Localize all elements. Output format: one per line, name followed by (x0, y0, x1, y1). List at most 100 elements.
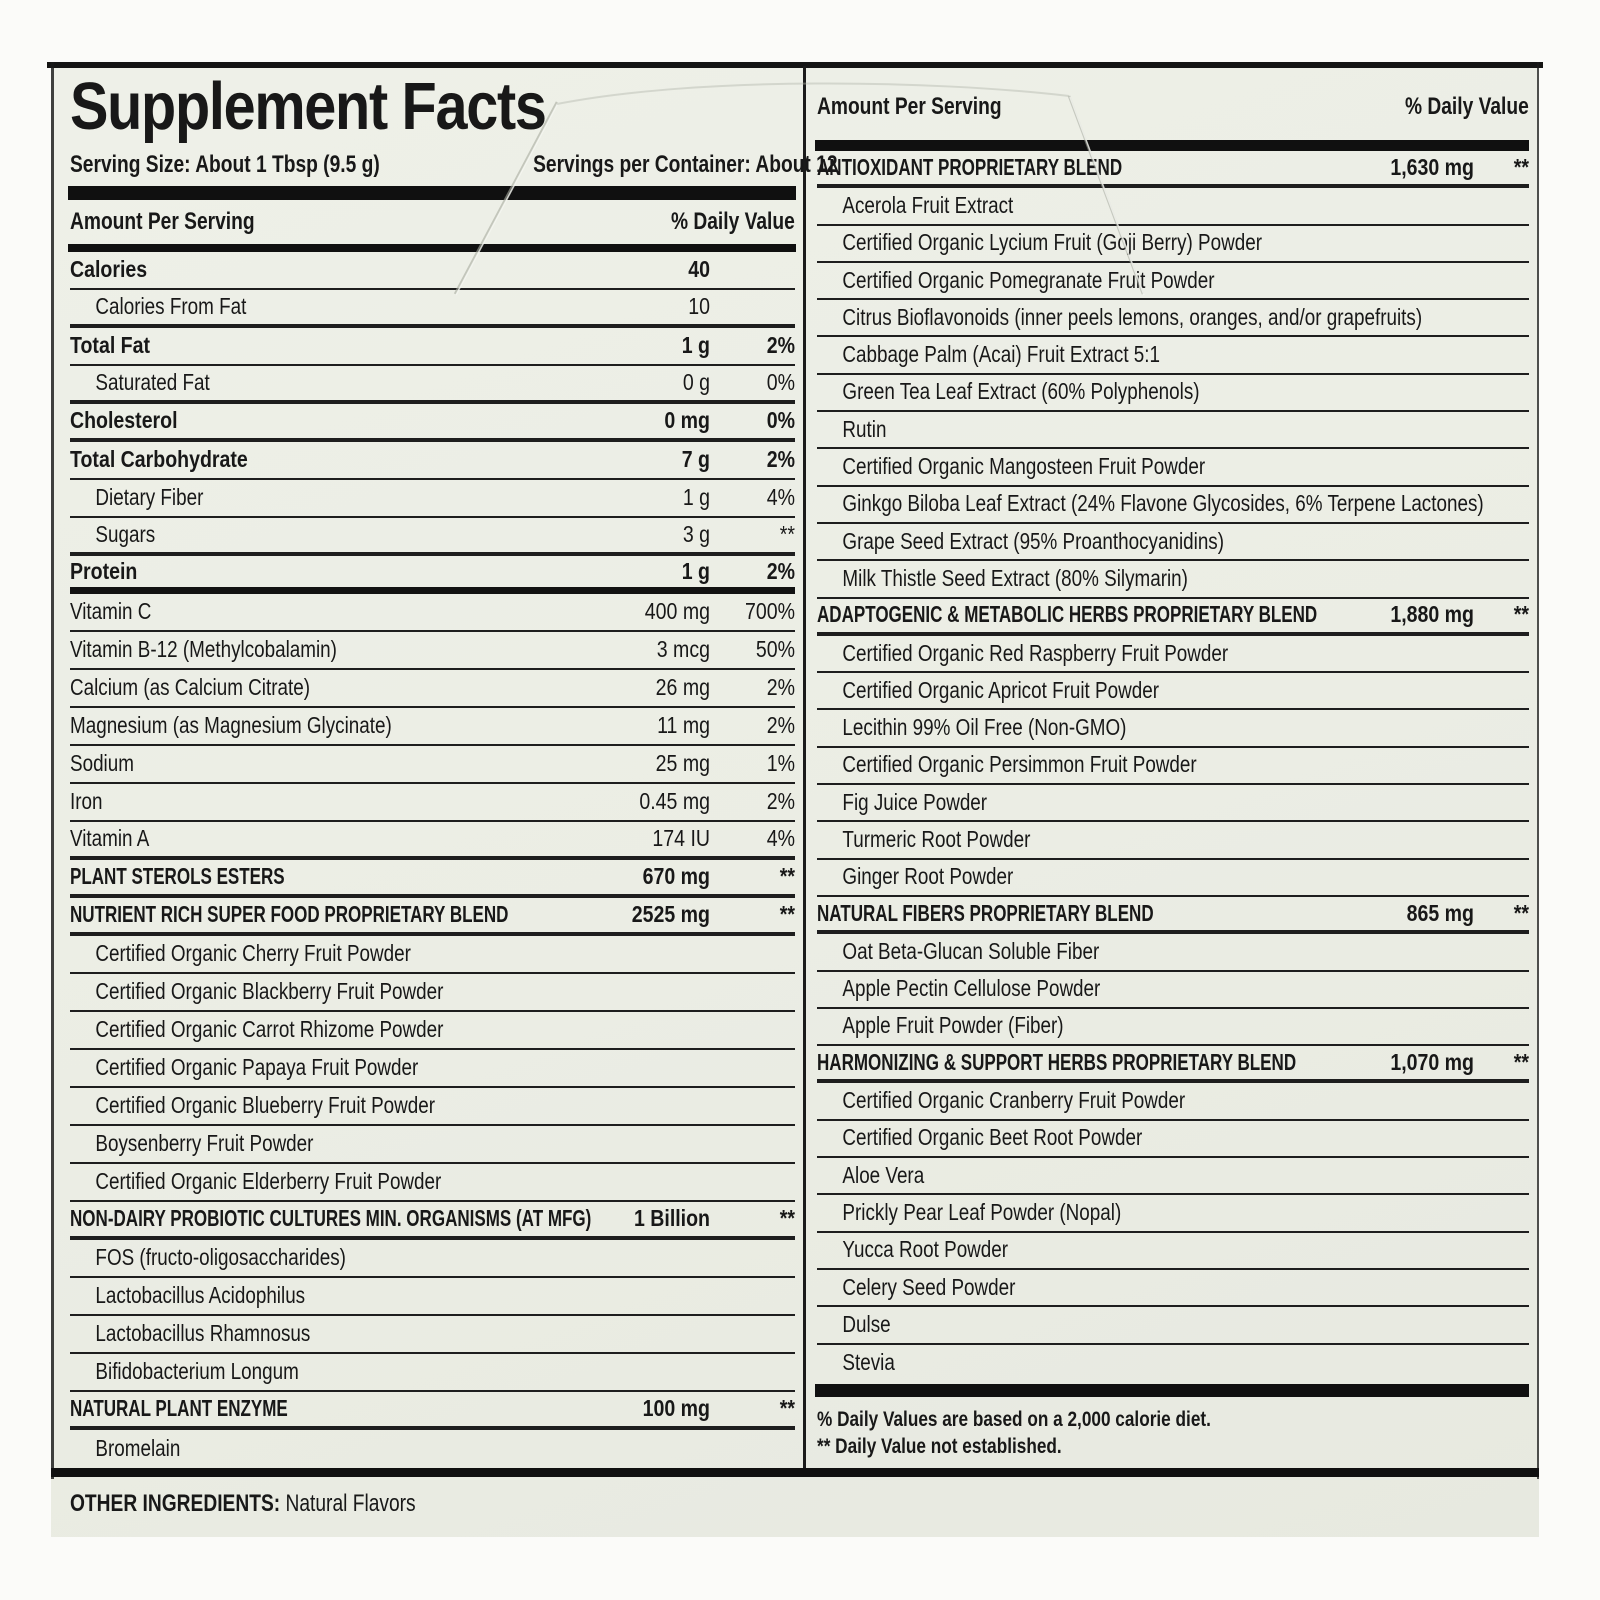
ingredient-amount: 1 Billion (633, 1205, 710, 1231)
table-row: NUTRIENT RICH SUPER FOOD PROPRIETARY BLE… (70, 898, 795, 936)
table-row: Total Fat 1 g 2% (70, 328, 795, 366)
table-row: Certified Organic Mangosteen Fruit Powde… (817, 449, 1529, 487)
ingredient-name: Milk Thistle Seed Extract (80% Silymarin… (842, 564, 1188, 591)
table-row: Certified Organic Pomegranate Fruit Powd… (817, 263, 1529, 301)
ingredient-name: Certified Organic Papaya Fruit Powder (95, 1054, 419, 1080)
table-row: Certified Organic Cranberry Fruit Powder (817, 1083, 1529, 1121)
table-row: Apple Pectin Cellulose Powder (817, 972, 1529, 1009)
table-row: Boysenberry Fruit Powder (70, 1126, 795, 1164)
serving-info: Serving Size: About 1 Tbsp (9.5 g) Servi… (70, 150, 838, 180)
table-row: Lactobacillus Acidophilus (70, 1278, 795, 1316)
ingredient-daily-value: 0% (766, 369, 795, 395)
table-row: Celery Seed Powder (817, 1270, 1529, 1308)
ingredient-daily-value: 4% (766, 825, 795, 851)
table-row: Certified Organic Red Raspberry Fruit Po… (817, 636, 1529, 674)
ingredient-amount: 1,880 mg (1390, 601, 1474, 628)
ingredient-name: Stevia (842, 1349, 895, 1376)
table-row: Calories 40 (70, 252, 795, 290)
ingredient-name: Vitamin B-12 (Methylcobalamin) (70, 636, 337, 662)
table-row: Cabbage Palm (Acai) Fruit Extract 5:1 (817, 337, 1529, 375)
ingredient-daily-value: ** (1513, 1048, 1529, 1075)
ingredient-name: Certified Organic Carrot Rhizome Powder (95, 1016, 444, 1042)
ingredient-name: Acerola Fruit Extract (842, 191, 1014, 218)
ingredient-name: Aloe Vera (842, 1161, 925, 1188)
ingredient-name: NON-DAIRY PROBIOTIC CULTURES MIN. ORGANI… (70, 1205, 592, 1231)
table-row: ADAPTOGENIC & METABOLIC HERBS PROPRIETAR… (817, 599, 1529, 636)
ingredient-amount: 670 mg (642, 863, 710, 889)
table-row: Saturated Fat 0 g 0% (70, 366, 795, 404)
table-row: Certified Organic Beet Root Powder (817, 1121, 1529, 1159)
daily-value-header: % Daily Value (671, 208, 795, 235)
footnote-daily-values: % Daily Values are based on a 2,000 calo… (817, 1407, 1211, 1431)
table-row: Certified Organic Blackberry Fruit Powde… (70, 974, 795, 1012)
supplement-facts-panel: Supplement Facts Serving Size: About 1 T… (47, 62, 1543, 1537)
ingredient-name: Certified Organic Cherry Fruit Powder (95, 940, 411, 966)
ingredient-daily-value: 2% (766, 557, 795, 584)
table-row: Ginger Root Powder (817, 860, 1529, 897)
ingredient-name: Certified Organic Pomegranate Fruit Powd… (842, 266, 1215, 293)
ingredient-amount: 1,070 mg (1390, 1048, 1474, 1075)
ingredient-name: Sodium (70, 750, 134, 776)
table-row: Certified Organic Carrot Rhizome Powder (70, 1012, 795, 1050)
ingredient-name: Total Fat (70, 332, 151, 358)
panel-right-border (1537, 62, 1539, 1479)
serving-size: Serving Size: About 1 Tbsp (9.5 g) (70, 151, 380, 178)
ingredient-daily-value: 2% (766, 788, 795, 814)
table-row: Acerola Fruit Extract (817, 188, 1529, 226)
table-row: Total Carbohydrate 7 g 2% (70, 442, 795, 480)
ingredient-amount: 0 g (682, 369, 710, 395)
ingredient-name: Saturated Fat (95, 369, 210, 395)
table-row: Lecithin 99% Oil Free (Non-GMO) (817, 710, 1529, 748)
ingredient-name: Vitamin C (70, 598, 152, 624)
thick-rule (68, 244, 796, 252)
table-row: Sodium 25 mg 1% (70, 746, 795, 784)
ingredient-name: Oat Beta-Glucan Soluble Fiber (842, 937, 1100, 964)
table-row: Vitamin B-12 (Methylcobalamin) 3 mcg 50% (70, 632, 795, 670)
ingredient-name: Certified Organic Blackberry Fruit Powde… (95, 978, 444, 1004)
ingredient-name: Turmeric Root Powder (842, 825, 1031, 852)
panel-bottom-bar (51, 1468, 1539, 1477)
ingredient-name: Certified Organic Blueberry Fruit Powder (95, 1092, 436, 1118)
thick-rule (815, 140, 1529, 151)
ingredient-daily-value: 2% (766, 674, 795, 700)
ingredient-name: Yucca Root Powder (842, 1236, 1009, 1263)
ingredient-daily-value: ** (779, 863, 795, 889)
ingredient-name: Certified Organic Mangosteen Fruit Powde… (842, 453, 1206, 480)
table-row: Apple Fruit Powder (Fiber) (817, 1009, 1529, 1047)
ingredient-name: Calories (70, 256, 148, 282)
ingredient-name: Dulse (842, 1310, 891, 1337)
table-row: Green Tea Leaf Extract (60% Polyphenols) (817, 375, 1529, 413)
ingredient-name: Boysenberry Fruit Powder (95, 1130, 314, 1156)
ingredient-name: HARMONIZING & SUPPORT HERBS PROPRIETARY … (817, 1048, 1297, 1075)
ingredient-amount: 40 (688, 256, 710, 282)
ingredient-amount: 865 mg (1406, 899, 1474, 926)
table-row: Bromelain (70, 1430, 795, 1468)
table-row: Certified Organic Lycium Fruit (Goji Ber… (817, 226, 1529, 263)
amount-per-serving-header: Amount Per Serving (817, 93, 1002, 120)
other-ingredients: OTHER INGREDIENTS: Natural Flavors (70, 1490, 502, 1518)
ingredient-amount: 0.45 mg (639, 788, 710, 814)
other-ingredients-value: Natural Flavors (285, 1490, 416, 1517)
ingredient-daily-value: 50% (755, 636, 795, 662)
ingredient-name: Calcium (as Calcium Citrate) (70, 674, 310, 700)
table-row: Certified Organic Papaya Fruit Powder (70, 1050, 795, 1088)
panel-top-border (47, 62, 1543, 68)
table-row: Lactobacillus Rhamnosus (70, 1316, 795, 1354)
ingredient-daily-value: 2% (766, 446, 795, 472)
ingredient-amount: 25 mg (655, 750, 710, 776)
ingredient-name: FOS (fructo-oligosaccharides) (95, 1244, 346, 1270)
ingredient-amount: 26 mg (655, 674, 710, 700)
ingredient-name: Cabbage Palm (Acai) Fruit Extract 5:1 (842, 341, 1161, 368)
ingredient-name: ADAPTOGENIC & METABOLIC HERBS PROPRIETAR… (817, 601, 1318, 628)
table-row: Yucca Root Powder (817, 1233, 1529, 1270)
table-row: Ginkgo Biloba Leaf Extract (24% Flavone … (817, 487, 1529, 524)
left-column-header: Amount Per Serving % Daily Value (70, 204, 795, 240)
ingredient-daily-value: 2% (766, 712, 795, 738)
table-row: Magnesium (as Magnesium Glycinate) 11 mg… (70, 708, 795, 746)
ingredient-daily-value: ** (1513, 899, 1529, 926)
ingredient-name: Iron (70, 788, 103, 814)
ingredient-name: Lecithin 99% Oil Free (Non-GMO) (842, 714, 1127, 741)
ingredient-daily-value: ** (1513, 601, 1529, 628)
ingredient-name: Certified Organic Persimmon Fruit Powder (842, 751, 1197, 778)
ingredient-name: PLANT STEROLS ESTERS (70, 863, 285, 889)
